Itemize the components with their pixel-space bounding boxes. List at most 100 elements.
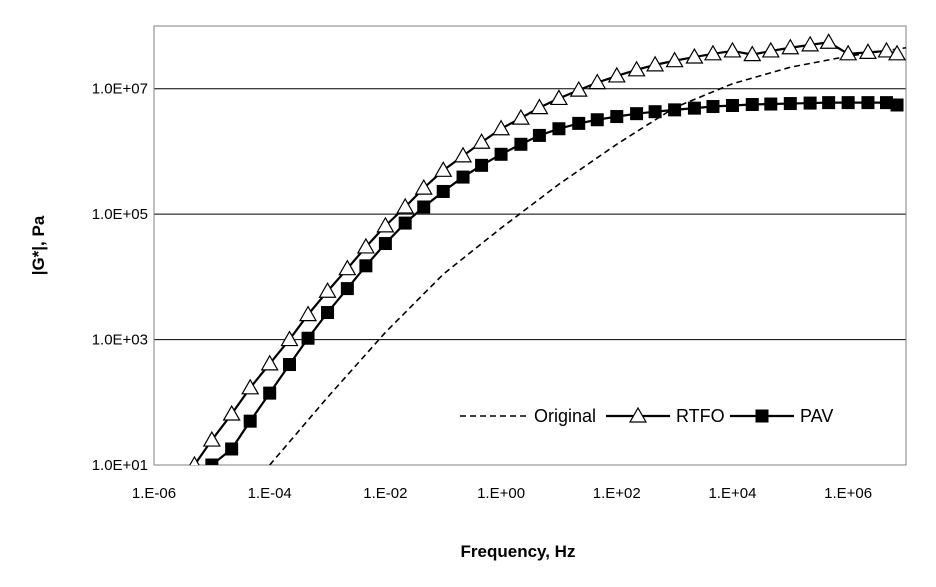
data-point-square xyxy=(630,107,644,121)
y-axis-title: |G*|, Pa xyxy=(29,215,48,275)
series-layer xyxy=(189,33,906,465)
legend-item-rtfo: RTFO xyxy=(606,406,725,426)
data-point-square xyxy=(572,116,586,130)
data-point-triangle xyxy=(492,119,511,136)
data-point-triangle xyxy=(356,237,375,254)
x-tick-label: 1.E+06 xyxy=(824,485,872,502)
data-point-square xyxy=(436,184,450,198)
data-point-square xyxy=(648,105,662,119)
y-tick-label: 1.0E+05 xyxy=(92,206,148,223)
data-point-square xyxy=(532,128,546,142)
series-rtfo xyxy=(189,33,906,465)
data-point-square xyxy=(783,97,797,111)
data-point-square xyxy=(494,147,508,161)
data-point-triangle xyxy=(801,35,820,52)
data-point-square xyxy=(668,103,682,117)
data-point-square xyxy=(340,282,354,296)
y-tick-label: 1.0E+03 xyxy=(92,332,148,349)
data-point-square xyxy=(755,409,769,423)
data-point-square xyxy=(764,97,778,111)
data-point-triangle xyxy=(189,455,200,465)
data-point-triangle xyxy=(819,33,838,49)
legend-label: PAV xyxy=(800,406,833,426)
data-point-triangle xyxy=(396,197,415,214)
data-point-square xyxy=(725,98,739,112)
data-point-square xyxy=(359,259,373,273)
data-point-square xyxy=(841,96,855,110)
data-point-triangle xyxy=(761,41,780,58)
gridlines xyxy=(154,88,906,466)
data-point-square xyxy=(283,358,297,372)
plot-area-frame xyxy=(153,25,907,466)
data-point-triangle xyxy=(628,406,648,423)
data-point-square xyxy=(890,98,904,112)
data-point-square xyxy=(803,96,817,110)
y-tick-label: 1.0E+01 xyxy=(92,457,148,474)
data-point-triangle xyxy=(202,430,221,447)
data-point-triangle xyxy=(472,133,491,149)
data-point-square xyxy=(417,200,431,214)
data-point-triangle xyxy=(549,89,568,106)
x-tick-label: 1.E-04 xyxy=(248,485,292,502)
data-point-triangle xyxy=(318,282,337,298)
x-tick-labels: 1.E-06 1.E-04 1.E-02 1.E+00 1.E+02 1.E+04 1.E+… xyxy=(132,485,872,502)
legend-label: Original xyxy=(534,406,596,426)
data-point-square xyxy=(263,386,277,400)
legend-item-original: Original xyxy=(460,406,596,426)
y-tick-labels: 1.0E+01 1.0E+03 1.0E+05 1.0E+07 xyxy=(92,81,148,474)
series-pav xyxy=(205,96,904,465)
data-point-triangle xyxy=(338,259,357,276)
x-axis-title: Frequency, Hz xyxy=(461,542,576,561)
data-point-triangle xyxy=(607,66,626,83)
data-point-triangle xyxy=(877,41,896,58)
data-point-square xyxy=(398,216,412,230)
data-point-triangle xyxy=(627,60,646,77)
data-point-triangle xyxy=(781,38,800,55)
x-tick-label: 1.E+04 xyxy=(708,485,756,502)
data-point-triangle xyxy=(434,161,453,177)
data-point-triangle xyxy=(839,44,858,61)
series-line xyxy=(269,46,906,465)
data-point-triangle xyxy=(298,305,318,322)
data-point-square xyxy=(205,458,219,465)
data-point-square xyxy=(687,101,701,115)
data-point-triangle xyxy=(280,330,299,347)
data-point-triangle xyxy=(511,108,530,125)
data-point-triangle xyxy=(888,44,906,61)
data-point-triangle xyxy=(530,98,549,115)
data-point-triangle xyxy=(743,45,762,62)
x-tick-label: 1.E+02 xyxy=(593,485,641,502)
data-point-square xyxy=(475,158,489,172)
data-point-square xyxy=(590,113,604,127)
y-tick-label: 1.0E+07 xyxy=(92,81,148,98)
data-point-square xyxy=(243,414,257,428)
series-original xyxy=(269,46,906,465)
data-point-triangle xyxy=(376,216,395,233)
data-point-square xyxy=(822,96,836,110)
data-point-square xyxy=(861,96,875,110)
legend: Original RTFO PAV xyxy=(460,406,833,426)
data-point-square xyxy=(706,100,720,114)
data-point-triangle xyxy=(665,51,684,68)
data-point-square xyxy=(514,137,528,151)
legend-item-pav: PAV xyxy=(730,406,833,426)
data-point-square xyxy=(225,442,239,456)
data-point-triangle xyxy=(222,404,241,421)
data-point-triangle xyxy=(685,47,704,64)
legend-label: RTFO xyxy=(676,406,725,426)
data-point-triangle xyxy=(569,80,588,97)
data-point-triangle xyxy=(723,41,742,58)
data-point-triangle xyxy=(858,43,877,59)
data-point-square xyxy=(879,96,893,110)
data-point-triangle xyxy=(414,178,433,195)
data-point-triangle xyxy=(646,55,665,72)
data-point-triangle xyxy=(588,73,607,90)
data-point-square xyxy=(610,110,624,124)
x-tick-label: 1.E-02 xyxy=(363,485,407,502)
data-point-square xyxy=(321,306,335,320)
data-point-square xyxy=(301,331,315,345)
data-point-triangle xyxy=(260,354,279,371)
data-point-square xyxy=(552,122,566,136)
data-point-square xyxy=(456,170,470,184)
